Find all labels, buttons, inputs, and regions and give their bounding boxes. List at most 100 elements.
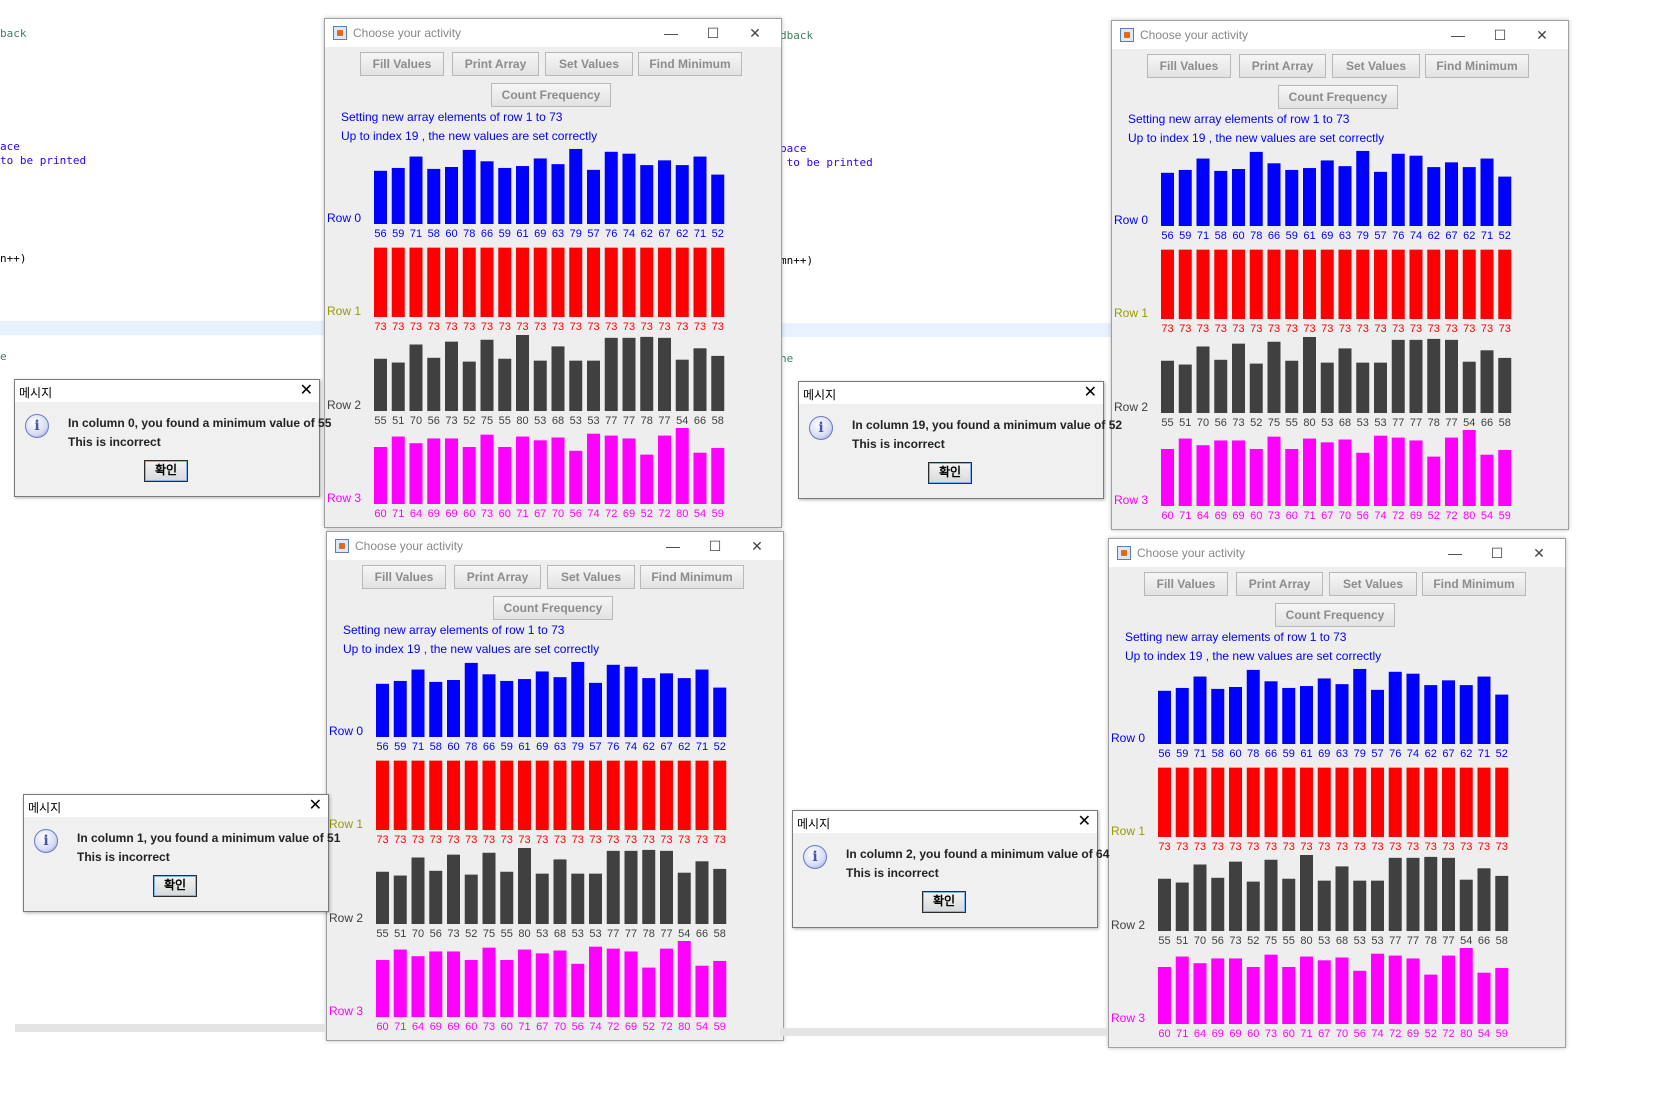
- maximize-icon[interactable]: ☐: [1490, 545, 1504, 561]
- bar-value-label: 75: [1268, 417, 1280, 429]
- print-array-button[interactable]: Print Array: [452, 52, 539, 76]
- find-minimum-button[interactable]: Find Minimum: [1422, 572, 1526, 596]
- bar-value-label: 72: [1445, 510, 1457, 522]
- bar: [535, 873, 549, 924]
- close-icon[interactable]: ✕: [308, 797, 322, 814]
- print-array-button[interactable]: Print Array: [454, 565, 541, 589]
- array-bar-chart: Row 0 56 59 71 58 60 78 66 59 61 69 63 79 57 76 74 62 67 6…: [1111, 668, 1509, 1040]
- bar-value-label: 59: [392, 228, 404, 240]
- bar: [1480, 158, 1494, 226]
- bar: [675, 428, 689, 504]
- minimize-icon[interactable]: —: [1451, 27, 1465, 43]
- bar-value-label: 55: [1286, 417, 1298, 429]
- code-fragment: back: [0, 27, 27, 40]
- print-array-button[interactable]: Print Array: [1239, 54, 1326, 78]
- bar: [1264, 767, 1278, 837]
- bar: [658, 337, 671, 411]
- bar: [1406, 673, 1420, 744]
- bar-value-label: 67: [534, 508, 546, 520]
- bar-value-label: 70: [1339, 510, 1351, 522]
- minimize-icon[interactable]: —: [1448, 545, 1462, 561]
- count-frequency-button[interactable]: Count Frequency: [1275, 603, 1395, 627]
- bar-value-label: 64: [1197, 510, 1209, 522]
- set-values-button[interactable]: Set Values: [1329, 572, 1417, 596]
- close-icon[interactable]: ✕: [749, 25, 761, 41]
- bar: [1371, 689, 1384, 744]
- minimize-icon[interactable]: —: [666, 538, 680, 554]
- bar: [1193, 963, 1207, 1024]
- fill-values-button[interactable]: Fill Values: [362, 565, 446, 589]
- bar-value-label: 77: [623, 415, 635, 427]
- bar: [622, 337, 636, 411]
- close-icon[interactable]: ✕: [1533, 545, 1545, 561]
- bar-value-label: 55: [501, 928, 513, 940]
- close-icon[interactable]: ✕: [1536, 27, 1548, 43]
- bar: [1175, 687, 1189, 744]
- code-fragment: dback: [780, 29, 814, 42]
- bar-value-label: 62: [1425, 748, 1437, 760]
- bar-value-label: 54: [678, 928, 690, 940]
- bar: [660, 760, 673, 830]
- fill-values-button[interactable]: Fill Values: [1147, 54, 1231, 78]
- set-values-button[interactable]: Set Values: [547, 565, 635, 589]
- close-icon[interactable]: ✕: [299, 382, 313, 399]
- bar-value-label: 73: [394, 834, 406, 846]
- bar: [516, 335, 529, 411]
- bar: [1175, 882, 1189, 931]
- bar-value-label: 52: [1250, 417, 1262, 429]
- bar: [1193, 676, 1207, 744]
- bar: [1249, 249, 1263, 319]
- maximize-icon[interactable]: ☐: [1493, 27, 1507, 43]
- bar: [1161, 449, 1174, 506]
- bar: [1356, 362, 1370, 413]
- bar-value-label: 66: [1481, 417, 1493, 429]
- window-titlebar: Choose your activity — ☐ ✕: [1112, 21, 1568, 49]
- bar-value-label: 74: [1410, 230, 1422, 242]
- find-minimum-button[interactable]: Find Minimum: [1425, 54, 1529, 78]
- bar-value-label: 69: [1321, 230, 1333, 242]
- find-minimum-button[interactable]: Find Minimum: [638, 52, 742, 76]
- bar-value-label: 63: [1336, 748, 1348, 760]
- ok-button[interactable]: 확인: [144, 460, 188, 482]
- bar-value-label: 66: [694, 415, 706, 427]
- count-frequency-button[interactable]: Count Frequency: [1278, 85, 1398, 109]
- print-array-button[interactable]: Print Array: [1236, 572, 1323, 596]
- bar: [604, 151, 618, 224]
- maximize-icon[interactable]: ☐: [706, 25, 720, 41]
- bar: [1495, 694, 1509, 744]
- find-minimum-button[interactable]: Find Minimum: [640, 565, 744, 589]
- bar: [1388, 857, 1402, 931]
- bar-value-label: 55: [376, 928, 388, 940]
- bar-value-label: 73: [463, 321, 475, 333]
- bar: [447, 951, 460, 1017]
- bar: [393, 680, 407, 737]
- count-frequency-button[interactable]: Count Frequency: [491, 83, 611, 107]
- close-icon[interactable]: ✕: [751, 538, 763, 554]
- window-titlebar: Choose your activity — ☐ ✕: [1109, 539, 1565, 567]
- row-label: Row 0: [1111, 731, 1145, 745]
- count-frequency-button[interactable]: Count Frequency: [493, 596, 613, 620]
- set-values-button[interactable]: Set Values: [545, 52, 633, 76]
- minimize-icon[interactable]: —: [664, 25, 678, 41]
- message-dialog: 메시지 ✕ i In column 1, you found a minimum va…: [23, 794, 340, 912]
- ok-button[interactable]: 확인: [153, 875, 197, 897]
- bar-value-label: 60: [1232, 230, 1244, 242]
- ok-button[interactable]: 확인: [922, 891, 966, 913]
- maximize-icon[interactable]: ☐: [708, 538, 722, 554]
- row-label: Row 2: [329, 911, 363, 925]
- bar: [642, 849, 656, 924]
- set-values-button[interactable]: Set Values: [1332, 54, 1420, 78]
- fill-values-button[interactable]: Fill Values: [1144, 572, 1228, 596]
- fill-values-button[interactable]: Fill Values: [360, 52, 444, 76]
- bar-value-label: 60: [1283, 1028, 1295, 1040]
- bar: [622, 247, 636, 317]
- bar-value-label: 73: [1176, 841, 1188, 853]
- bar: [1335, 866, 1349, 931]
- ok-button[interactable]: 확인: [928, 462, 972, 484]
- close-icon[interactable]: ✕: [1077, 813, 1091, 830]
- bar-value-label: 69: [1229, 1028, 1241, 1040]
- bar-value-label: 59: [1499, 510, 1511, 522]
- bar: [447, 760, 460, 830]
- close-icon[interactable]: ✕: [1083, 384, 1097, 401]
- bar: [604, 435, 618, 504]
